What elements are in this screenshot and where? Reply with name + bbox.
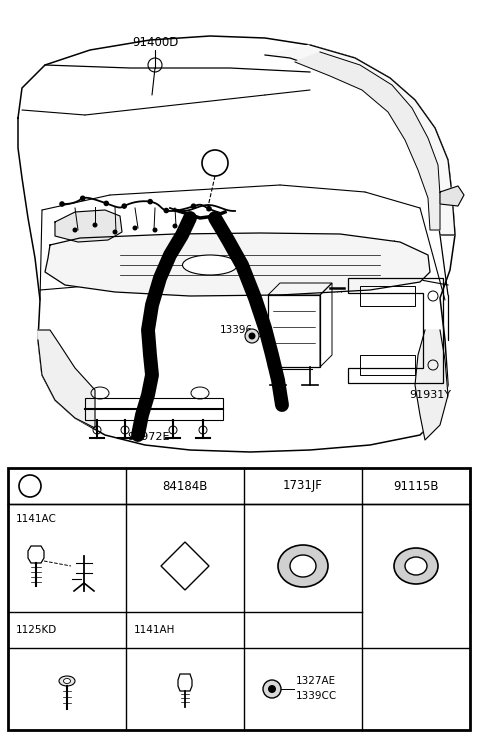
Text: 1141AC: 1141AC — [16, 514, 57, 524]
Text: 13396: 13396 — [220, 325, 253, 335]
Circle shape — [172, 223, 178, 229]
Text: 1327AE: 1327AE — [296, 676, 336, 686]
Ellipse shape — [405, 557, 427, 575]
Ellipse shape — [290, 555, 316, 577]
Circle shape — [153, 227, 157, 232]
Circle shape — [164, 208, 169, 213]
Polygon shape — [45, 233, 430, 296]
Circle shape — [245, 329, 259, 343]
Circle shape — [104, 201, 109, 206]
Ellipse shape — [278, 545, 328, 587]
Text: 1339CC: 1339CC — [296, 691, 337, 701]
Circle shape — [132, 226, 137, 230]
Text: a: a — [211, 156, 219, 169]
Circle shape — [191, 204, 196, 209]
Circle shape — [112, 229, 118, 235]
Ellipse shape — [394, 548, 438, 584]
Polygon shape — [18, 36, 455, 452]
Text: 1141AH: 1141AH — [134, 625, 175, 635]
Circle shape — [206, 206, 212, 212]
Circle shape — [147, 199, 153, 204]
Text: 84184B: 84184B — [162, 480, 208, 493]
Polygon shape — [415, 330, 448, 440]
Polygon shape — [38, 330, 95, 428]
Text: 1125DL: 1125DL — [357, 240, 399, 250]
Polygon shape — [440, 186, 464, 206]
Circle shape — [202, 150, 228, 176]
Polygon shape — [265, 45, 455, 235]
Text: 91972E: 91972E — [127, 432, 169, 442]
Text: 1731JF: 1731JF — [283, 480, 323, 493]
Polygon shape — [295, 52, 440, 230]
Text: 91931Y: 91931Y — [409, 390, 451, 400]
Polygon shape — [55, 210, 122, 242]
Text: a: a — [26, 480, 34, 493]
Circle shape — [80, 195, 85, 201]
Ellipse shape — [59, 676, 75, 686]
Text: 91400D: 91400D — [132, 36, 178, 49]
Ellipse shape — [63, 679, 71, 684]
Circle shape — [263, 680, 281, 698]
Ellipse shape — [182, 255, 238, 275]
Circle shape — [268, 685, 276, 693]
Circle shape — [249, 332, 255, 340]
Circle shape — [121, 204, 127, 209]
Text: 1125KD: 1125KD — [16, 625, 57, 635]
Circle shape — [93, 223, 97, 227]
Circle shape — [19, 475, 41, 497]
Circle shape — [72, 227, 77, 232]
Text: 91115B: 91115B — [393, 480, 439, 493]
Circle shape — [59, 201, 65, 206]
